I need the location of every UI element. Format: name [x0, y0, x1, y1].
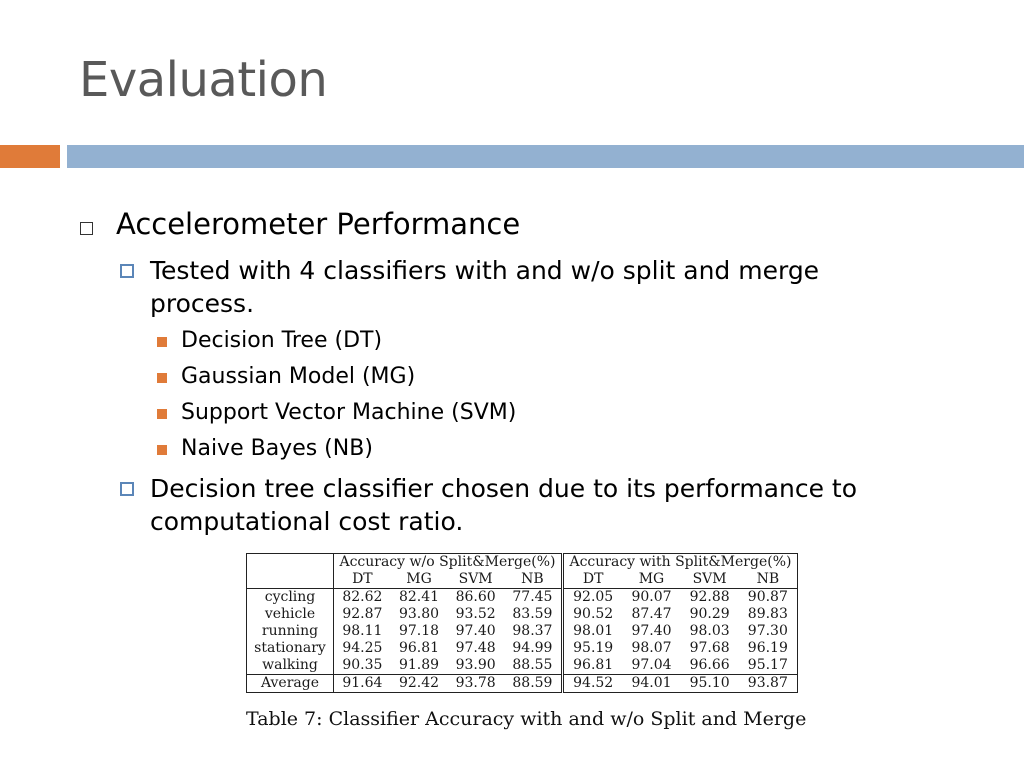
table-cell: 92.87 — [342, 606, 383, 622]
table-cell: 97.40 — [455, 623, 496, 639]
table-cell: 87.47 — [631, 606, 672, 622]
column-header: SVM — [458, 571, 493, 587]
table-cell: 93.90 — [455, 657, 496, 673]
table-cell: 96.19 — [738, 640, 798, 657]
table-cell: 96.81 — [573, 657, 614, 673]
row-label: cycling — [246, 588, 334, 606]
filled-square-icon — [157, 337, 167, 347]
table-cell: 97.48 — [455, 640, 496, 656]
table-cell: 97.04 — [631, 657, 672, 673]
group-header-without: Accuracy w/o Split&Merge(%) — [333, 553, 564, 571]
table-cell: 94.99 — [503, 640, 564, 657]
table-cell: 91.64 — [342, 675, 383, 691]
table-cell: 97.40 — [631, 623, 672, 639]
table-cell: 82.62 — [342, 589, 383, 605]
table-row-average: Average 91.64 92.42 93.78 88.59 94.52 94… — [246, 674, 798, 693]
accuracy-table-figure: Accuracy w/o Split&Merge(%) Accuracy wit… — [246, 553, 799, 701]
column-header: DT — [582, 571, 604, 587]
table-cell: 94.25 — [342, 640, 383, 656]
table-cell: 98.03 — [689, 623, 730, 639]
framed-square-icon — [120, 264, 134, 278]
column-header: MG — [406, 571, 432, 587]
accent-bar-blue — [67, 145, 1024, 168]
table-cell: 91.89 — [398, 657, 440, 673]
table-cell: 77.45 — [503, 588, 564, 606]
table-cell: 97.30 — [738, 623, 798, 640]
table-cell: 90.87 — [738, 588, 798, 606]
column-header: NB — [503, 571, 564, 589]
table-cell: 98.01 — [573, 623, 614, 639]
table-cell: 93.52 — [455, 606, 496, 622]
table-cell: 94.52 — [573, 675, 614, 691]
table-row: vehicle 92.87 93.80 93.52 83.59 90.52 87… — [246, 606, 798, 623]
slide-title: Evaluation — [79, 52, 328, 108]
table-cell: 90.07 — [631, 589, 672, 605]
group-header-with: Accuracy with Split&Merge(%) — [562, 553, 799, 571]
table-cell: 98.07 — [631, 640, 672, 656]
bullet-text-line1: Decision tree classifier chosen due to i… — [150, 474, 858, 503]
table-cell: 93.80 — [398, 606, 440, 622]
table-cell: 90.29 — [689, 606, 730, 622]
bullet-text: Accelerometer Performance — [116, 207, 521, 241]
framed-square-icon — [120, 482, 134, 496]
table-cell: 93.78 — [455, 675, 496, 691]
table-cell: 82.41 — [398, 589, 440, 605]
table-cell: 90.52 — [573, 606, 614, 622]
accent-bar-orange — [0, 145, 60, 168]
table-cell: 95.10 — [689, 675, 730, 691]
table-cell: 94.01 — [631, 675, 672, 691]
table-cell: 89.83 — [738, 606, 798, 623]
bullet-text-line2: process. — [150, 289, 255, 318]
table-row: stationary 94.25 96.81 97.48 94.99 95.19… — [246, 640, 798, 657]
accuracy-table: Accuracy w/o Split&Merge(%) Accuracy wit… — [246, 553, 799, 693]
table-cell: 97.18 — [398, 623, 440, 639]
corner-cell — [246, 571, 334, 589]
table-cell: 93.87 — [738, 674, 798, 693]
table-cell: 92.42 — [398, 675, 440, 691]
table-caption: Table 7: Classifier Accuracy with and w/… — [246, 708, 807, 730]
column-header: MG — [638, 571, 665, 587]
table-cell: 95.17 — [738, 657, 798, 675]
column-header: DT — [352, 571, 373, 587]
corner-cell — [246, 553, 334, 571]
table-cell: 88.55 — [503, 657, 564, 675]
table-row: walking 90.35 91.89 93.90 88.55 96.81 97… — [246, 657, 798, 675]
table-cell: 95.19 — [573, 640, 614, 656]
filled-square-icon — [157, 445, 167, 455]
table-cell: 92.05 — [573, 589, 614, 605]
table-cell: 96.81 — [398, 640, 440, 656]
row-label: stationary — [246, 640, 334, 657]
table-cell: 90.35 — [342, 657, 383, 673]
table-row: cycling 82.62 82.41 86.60 77.45 92.05 90… — [246, 588, 798, 606]
classifier-label: Decision Tree (DT) — [181, 328, 383, 353]
row-label: running — [246, 623, 334, 640]
bullet-text-line2: computational cost ratio. — [150, 507, 464, 536]
table-cell: 96.66 — [689, 657, 730, 673]
bullet-text-line1: Tested with 4 classifiers with and w/o s… — [150, 256, 820, 285]
row-label: vehicle — [246, 606, 334, 623]
filled-square-icon — [157, 373, 167, 383]
table-cell: 92.88 — [689, 589, 730, 605]
table-cell: 97.68 — [689, 640, 730, 656]
table-cell: 88.59 — [503, 674, 564, 693]
hollow-square-icon — [80, 222, 93, 235]
table-cell: 98.37 — [503, 623, 564, 640]
table-cell: 98.11 — [342, 623, 383, 639]
classifier-label: Naive Bayes (NB) — [181, 436, 373, 461]
classifier-label: Support Vector Machine (SVM) — [181, 400, 517, 425]
table-row: running 98.11 97.18 97.40 98.37 98.01 97… — [246, 623, 798, 640]
column-header: SVM — [692, 571, 727, 587]
column-header: NB — [738, 571, 798, 589]
filled-square-icon — [157, 409, 167, 419]
row-label: walking — [246, 657, 334, 675]
table-cell: 86.60 — [455, 589, 496, 605]
table-cell: 83.59 — [503, 606, 564, 623]
row-label: Average — [246, 674, 334, 693]
classifier-label: Gaussian Model (MG) — [181, 364, 416, 389]
